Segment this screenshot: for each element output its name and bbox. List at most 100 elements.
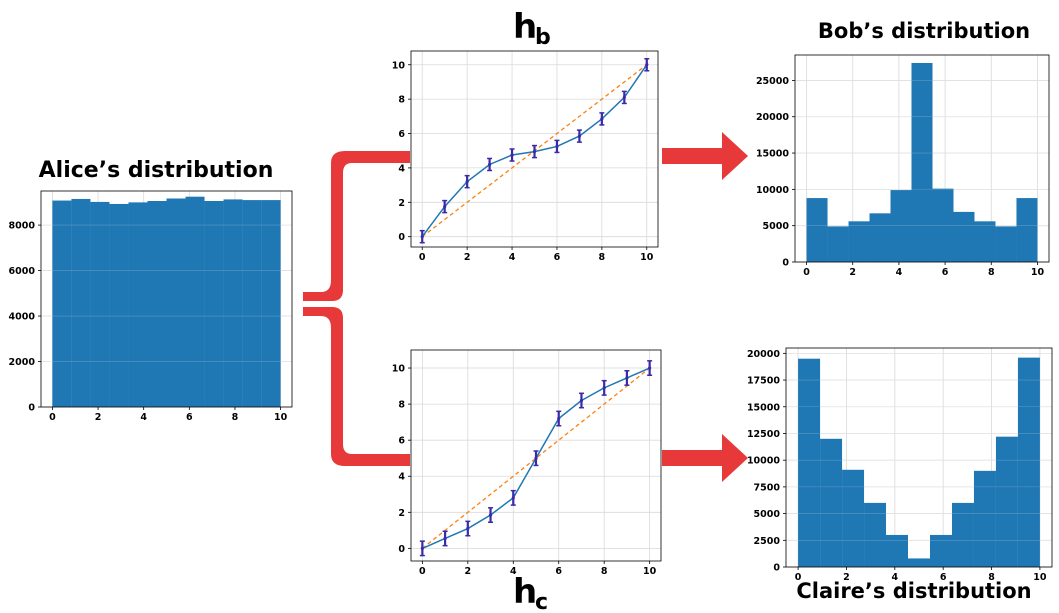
bob-bar — [890, 190, 912, 262]
lower-output-arrow — [662, 434, 748, 482]
hb-title-subscript: b — [535, 25, 551, 50]
hc-errorbar — [465, 520, 471, 537]
claire-bar — [1017, 357, 1040, 567]
alice-ytick-label: 6000 — [9, 266, 36, 277]
hc-frame — [410, 349, 662, 562]
claire-bar — [820, 438, 843, 567]
bob-bar — [911, 62, 933, 263]
bob-bar — [974, 221, 996, 262]
hb-title: h b — [513, 7, 551, 50]
hb-errorbar — [532, 144, 537, 159]
bob-ytick-label: 5000 — [763, 221, 790, 232]
hb-frame — [410, 50, 659, 248]
hc-errorbar — [647, 360, 653, 376]
bob-frame — [794, 54, 1050, 263]
claire-xtick-label: 0 — [795, 572, 802, 583]
hc-xtick-label: 6 — [555, 566, 562, 577]
claire-bar — [886, 534, 908, 567]
alice-bar — [166, 198, 186, 407]
claire-bar — [842, 469, 865, 567]
claire-bar — [798, 358, 821, 567]
bob-xtick-label: 2 — [849, 267, 856, 278]
claire-bar — [995, 436, 1018, 567]
arrow-connectors — [303, 132, 748, 482]
claire-frame — [785, 347, 1053, 568]
hb-errorbar — [464, 174, 470, 189]
alice-bar — [204, 201, 224, 407]
hc-ytick-label: 8 — [398, 400, 405, 411]
claire-ytick-label: 0 — [773, 563, 780, 574]
hb-errorbar — [576, 129, 582, 143]
alice-bar — [261, 200, 281, 407]
hb-xtick-label: 8 — [599, 252, 606, 263]
hc-xtick-label: 2 — [465, 566, 472, 577]
alice-xtick-label: 6 — [186, 412, 193, 423]
hb-xtick-label: 2 — [464, 252, 471, 263]
bob-ytick-label: 15000 — [756, 149, 789, 160]
alice-bar — [90, 201, 110, 407]
bob-ytick-label: 0 — [782, 258, 789, 269]
claire-bar — [973, 470, 996, 567]
hb-function-plot: 0 2 4 6 8 10 0 2 4 6 8 10 — [392, 50, 659, 263]
claire-bar — [864, 502, 887, 567]
hb-xtick-label: 10 — [640, 252, 654, 263]
hc-errorbar — [578, 392, 584, 409]
bob-bar — [869, 213, 891, 262]
hb-errorbar — [621, 90, 627, 105]
alice-ytick-label: 0 — [28, 403, 35, 414]
claire-xtick-label: 8 — [988, 572, 995, 583]
hc-errorbar — [533, 450, 539, 467]
alice-ytick-label: 4000 — [9, 312, 36, 323]
claire-ytick-label: 17500 — [747, 376, 780, 387]
bob-xtick-label: 6 — [942, 267, 949, 278]
hc-title: h c — [513, 572, 548, 613]
hc-errorbar — [556, 410, 562, 427]
alice-bar — [128, 202, 148, 407]
hc-ytick-label: 6 — [398, 436, 405, 447]
hb-ytick-label: 10 — [392, 60, 406, 71]
alice-bar — [109, 203, 129, 407]
hb-ytick-label: 6 — [398, 129, 405, 140]
upper-branch-connector — [303, 151, 410, 301]
hb-errorbar — [644, 57, 650, 72]
claire-histogram: 0 2 4 6 8 10 0 2500 5000 7500 10000 12500 15000 17500… — [747, 347, 1053, 583]
hc-ytick-label: 4 — [398, 472, 405, 483]
bob-histogram: 0 2 4 6 8 10 0 5000 10000 15000 20000 25000 — [756, 54, 1050, 278]
alice-bar — [185, 196, 205, 407]
claire-xtick-label: 10 — [1033, 572, 1047, 583]
bob-title: Bob’s distribution — [818, 19, 1030, 43]
hb-errorbar — [599, 112, 605, 126]
claire-xtick-label: 6 — [940, 572, 947, 583]
alice-bar — [71, 198, 91, 407]
bob-ytick-label: 20000 — [756, 112, 789, 123]
hb-ytick-label: 8 — [398, 95, 405, 106]
hb-xtick-label: 6 — [554, 252, 561, 263]
alice-bar — [242, 200, 262, 407]
bob-xtick-label: 8 — [988, 267, 995, 278]
hc-identity-line — [421, 367, 651, 549]
hb-errorbar — [419, 229, 425, 244]
alice-ytick-label: 8000 — [9, 221, 36, 232]
alice-bar — [147, 201, 167, 407]
claire-ytick-label: 10000 — [747, 456, 780, 467]
alice-xtick-label: 0 — [49, 412, 56, 423]
hc-errorbar — [624, 369, 630, 386]
alice-frame — [40, 190, 293, 408]
claire-bar — [930, 534, 952, 567]
hc-ytick-label: 10 — [392, 364, 406, 375]
alice-xtick-label: 10 — [274, 412, 288, 423]
hc-errorbar — [488, 507, 494, 523]
hb-title-main: h — [513, 7, 537, 47]
alice-histogram: 0 2 4 6 8 10 0 2000 4000 6000 8000 — [9, 190, 293, 423]
hc-function-plot: 0 2 4 6 8 10 0 2 4 6 8 10 — [392, 349, 662, 577]
alice-xtick-label: 4 — [140, 412, 147, 423]
hb-ytick-label: 4 — [398, 163, 405, 174]
claire-title: Claire’s distribution — [796, 579, 1031, 603]
alice-title: Alice’s distribution — [39, 158, 274, 183]
hb-errorbar — [509, 148, 515, 162]
alice-xtick-label: 2 — [95, 412, 102, 423]
bob-ytick-label: 25000 — [756, 76, 789, 87]
upper-output-arrow — [662, 132, 748, 180]
alice-xtick-label: 8 — [232, 412, 239, 423]
